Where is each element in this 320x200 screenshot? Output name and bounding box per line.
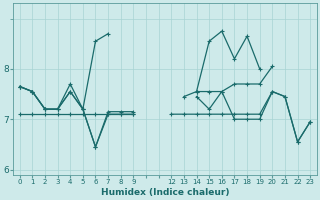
X-axis label: Humidex (Indice chaleur): Humidex (Indice chaleur): [101, 188, 229, 197]
